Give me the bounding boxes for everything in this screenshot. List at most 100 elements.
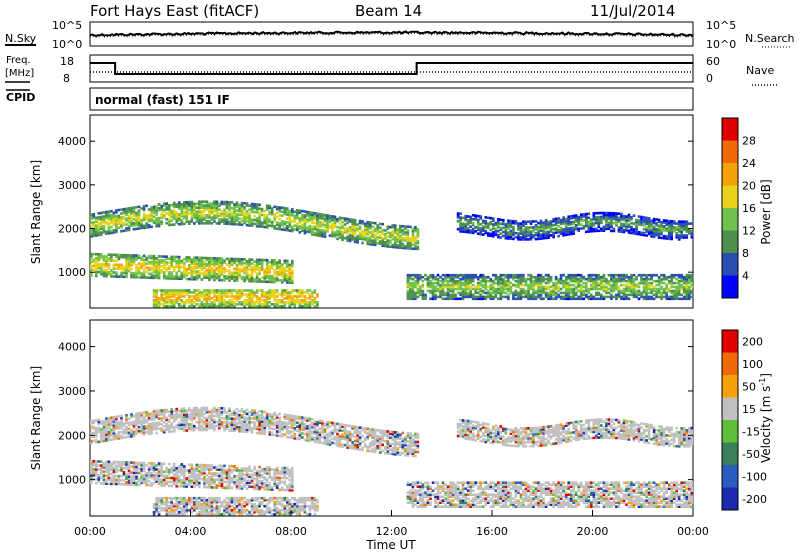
data-cell [665,237,668,240]
data-cell [150,412,153,415]
data-cell [502,226,505,230]
data-cell [240,263,244,267]
data-cell [346,237,349,240]
data-cell [363,222,367,226]
data-cell [125,265,128,269]
data-cell [145,481,148,485]
data-cell [286,261,289,265]
data-cell [564,221,568,225]
data-cell [401,238,405,242]
data-cell [125,427,128,431]
data-cell [112,431,116,435]
data-cell [183,421,186,424]
data-cell [245,216,249,219]
data-cell [288,273,292,276]
data-cell [142,481,146,485]
data-cell [160,423,163,426]
data-cell [459,293,462,297]
data-cell [152,293,156,296]
data-cell [130,413,133,416]
data-cell [569,291,573,295]
data-cell [602,211,606,215]
data-cell [567,221,570,224]
data-cell [524,226,528,229]
data-cell [396,230,400,234]
data-cell [230,291,234,294]
data-cell [298,227,302,230]
data-cell [615,287,618,291]
data-cell [479,279,482,283]
data-cell [117,415,121,418]
data-cell [120,220,123,223]
data-cell [353,226,357,230]
data-cell [150,268,153,272]
data-cell [625,219,628,222]
data-cell [283,293,287,296]
data-cell [238,263,241,267]
data-cell [142,473,146,477]
data-cell [248,222,251,225]
data-cell [456,214,460,217]
data-cell [637,273,641,277]
data-cell [617,289,621,293]
data-cell [409,289,412,293]
data-cell [569,217,573,220]
data-cell [459,216,462,219]
data-cell [662,229,666,232]
data-cell [504,283,508,287]
data-cell [245,299,249,302]
data-cell [587,212,591,216]
data-cell [577,229,580,233]
data-cell [313,212,317,215]
data-cell [210,260,214,264]
data-cell [270,291,274,294]
data-cell [185,210,189,214]
data-cell [286,291,289,294]
freq-tick-high: 18 [60,55,74,68]
data-cell [255,258,259,262]
data-cell [120,463,123,466]
data-cell [504,291,508,295]
data-cell [102,274,106,278]
data-cell [112,422,116,425]
data-cell [280,214,284,217]
data-cell [155,303,158,306]
data-cell [522,224,525,227]
data-cell [198,266,201,269]
data-cell [135,266,138,269]
data-cell [150,213,153,217]
data-cell [175,407,178,411]
data-cell [293,295,297,298]
data-cell [595,277,598,281]
data-cell [534,224,538,227]
data-cell [172,265,176,269]
data-cell [180,301,184,304]
data-cell [567,229,570,232]
data-cell [260,295,264,298]
data-cell [205,270,209,274]
data-cell [193,202,196,206]
data-cell [185,208,189,212]
data-cell [160,216,163,220]
data-cell [107,222,111,225]
data-cell [446,281,450,285]
data-cell [537,273,540,277]
data-cell [416,273,420,277]
data-cell [326,229,329,233]
data-cell [657,234,661,237]
data-cell [258,203,261,207]
data-cell [130,465,133,468]
data-cell [313,221,317,225]
data-cell [298,295,302,298]
data-cell [125,229,128,232]
data-cell [150,414,153,417]
data-cell [640,233,643,236]
data-cell [667,237,671,241]
data-cell [321,217,324,220]
data-cell [172,289,176,292]
data-cell [351,226,354,229]
data-cell [195,210,199,213]
data-cell [574,297,578,301]
data-cell [293,220,297,223]
data-cell [288,229,292,232]
